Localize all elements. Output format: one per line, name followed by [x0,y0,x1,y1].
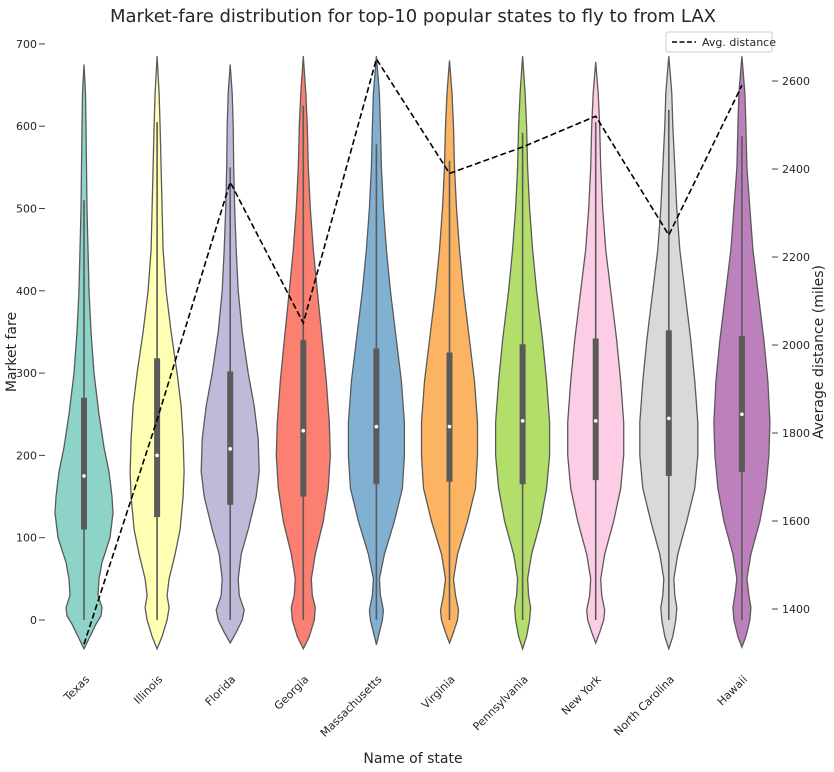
y-tick-label: 700 [16,38,37,51]
x-tick-label: Illinois [131,673,165,707]
box-group [81,105,745,620]
y2-axis-label: Average distance (miles) [811,265,827,439]
median-dot [520,419,525,423]
x-axis-ticks: Texas Illinois Florida Georgia Massachusetts… [61,672,750,739]
iqr-box [519,344,526,485]
y-tick-label: 600 [16,120,37,133]
violin-group [54,56,771,651]
legend: Avg. distance [665,31,776,53]
iqr-box [227,371,234,505]
y2-tick-label: 1600 [782,515,810,528]
iqr-box [81,397,87,530]
y2-tick-label: 2000 [782,339,810,352]
left-axis-ticks: 0 100 200 300 400 500 600 700 [16,38,45,627]
y-tick-label: 200 [16,449,37,462]
median-dot [667,416,671,421]
median-dot [228,447,232,451]
iqr-box [446,352,453,482]
x-tick-label: Texas [61,673,93,705]
right-axis-ticks: 1400 1600 1800 2000 2200 2400 2600 [772,75,810,616]
iqr-box [665,330,672,476]
y-tick-label: 100 [16,532,37,545]
chart-title: Market-fare distribution for top-10 popu… [110,6,716,27]
y-tick-label: 400 [16,285,37,298]
x-tick-label: Pennsylvania [470,673,530,733]
x-tick-label: Hawaii [715,673,750,708]
x-tick-label: North Carolina [611,673,676,738]
median-dot [374,424,379,429]
y-tick-label: 0 [30,614,37,627]
median-dot [593,419,598,423]
iqr-box [373,348,380,485]
x-tick-label: Massachusetts [318,673,385,740]
median-dot [82,474,86,478]
x-tick-label: Georgia [272,673,312,713]
median-dot [740,412,744,417]
iqr-box [592,338,599,481]
x-axis-label: Name of state [363,751,462,767]
legend-box [665,31,773,53]
y2-tick-label: 1800 [782,427,810,440]
median-dot [155,453,159,458]
y2-tick-label: 2400 [782,163,810,176]
y-axis-label: Market fare [4,312,20,392]
y-tick-label: 500 [16,203,37,216]
y2-tick-label: 2200 [782,251,810,264]
legend-label: Avg. distance [702,36,776,49]
y-tick-label: 300 [16,367,37,380]
median-dot [301,428,306,433]
iqr-box [300,340,307,497]
iqr-box [154,358,161,518]
median-dot [447,424,452,429]
y2-tick-label: 2600 [782,75,810,88]
x-tick-label: Virginia [419,673,458,712]
x-tick-label: New York [559,672,604,717]
x-tick-label: Florida [203,673,239,709]
distance-line [83,57,743,645]
y2-tick-label: 1400 [782,603,810,616]
iqr-box [738,336,745,472]
